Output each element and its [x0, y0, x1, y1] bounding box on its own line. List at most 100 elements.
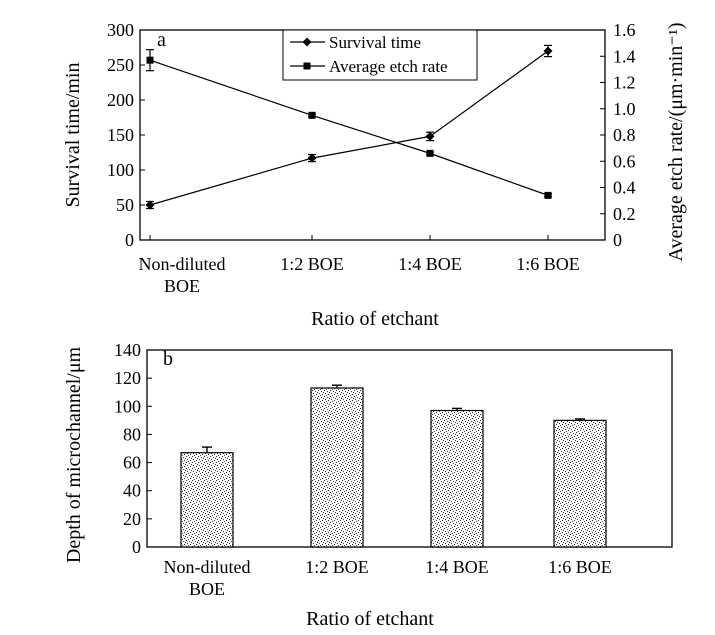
panel-a-series — [145, 44, 553, 210]
panel-b: b 0 20 40 60 80 100 120 140 Non-diluted BOE 1:2 B… — [63, 340, 673, 630]
panel-b-x-axis-label: Ratio of etchant — [306, 608, 434, 630]
panel-b-label: b — [163, 348, 173, 370]
panel-b-y-tick-label: 0 — [132, 537, 141, 557]
panel-a-left-tick-label-line: 150 — [107, 125, 134, 145]
panel-b-x-tick-label-line: 1:6 BOE — [548, 557, 612, 577]
panel-a-x-tick-label-line: Non-diluted — [139, 254, 226, 274]
data-point-etch — [544, 191, 552, 199]
legend-label-etch: Average etch rate — [329, 57, 448, 76]
panel-a-x-tick-label: 1:2 BOE — [280, 254, 344, 274]
panel-b-frame — [146, 349, 673, 548]
panel-a-right-tick-label: 1.6 — [613, 20, 636, 40]
panel-a-left-axis: 0 50 100 150 200 250 300 — [107, 20, 145, 250]
panel-b-x-tick-label-line: BOE — [189, 579, 225, 599]
panel-a-left-tick-label: 250 — [107, 55, 134, 75]
panel-a-right-tick-label-line: 0.8 — [613, 125, 636, 145]
data-point-survival — [425, 131, 435, 141]
panel-b-x-tick-label: 1:2 BOE — [305, 557, 369, 577]
panel-a-y2-axis-label: Average etch rate/(μm·min⁻¹) — [665, 22, 687, 261]
panel-a-left-tick-label: 300 — [107, 20, 134, 40]
panel-a-left-tick-label: 0 — [125, 230, 134, 250]
panel-a-left-tick-label: 150 — [107, 125, 134, 145]
panel-a-right-tick-label-line: 0.6 — [613, 151, 636, 171]
panel-b-x-tick-label-line: 1:4 BOE — [425, 557, 489, 577]
panel-a: a 0 50 100 150 200 250 300 0 0.2 0.4 0.6 0.8 1.0 1.2… — [62, 20, 687, 330]
data-point-etch — [426, 149, 434, 157]
panel-a-left-tick-label: 50 — [116, 195, 134, 215]
series-line-etch — [149, 59, 549, 196]
panel-b-x-tick-label-line: Non-diluted — [164, 557, 251, 577]
panel-a-x-axis: Non-diluted BOE 1:2 BOE 1:4 BOE 1:6 BOE — [139, 235, 580, 296]
panel-b-y-tick-label-line: 120 — [114, 368, 141, 388]
panel-b-y-tick-label: 120 — [114, 368, 141, 388]
panel-a-right-tick-label: 0.8 — [613, 125, 636, 145]
panel-a-left-tick-label: 200 — [107, 90, 134, 110]
panel-b-y-axis: 0 20 40 60 80 100 120 140 — [114, 340, 152, 557]
panel-a-x-tick-label-line: 1:2 BOE — [280, 254, 344, 274]
panel-a-x-tick-label: Non-diluted BOE — [139, 254, 226, 296]
panel-a-x-tick-label: 1:6 BOE — [516, 254, 580, 274]
panel-b-y-tick-label-line: 60 — [123, 453, 141, 473]
panel-b-y-tick-label-line: 100 — [114, 396, 141, 416]
panel-b-y-tick-label-line: 40 — [123, 481, 141, 501]
panel-a-right-tick-label-line: 1.0 — [613, 99, 636, 119]
panel-b-y-tick-label: 100 — [114, 396, 141, 416]
panel-a-left-tick-label-line: 250 — [107, 55, 134, 75]
panel-a-left-tick-label-line: 200 — [107, 90, 134, 110]
data-point-survival — [145, 200, 155, 210]
panel-a-right-tick-label-line: 0.2 — [613, 204, 636, 224]
panel-a-right-tick-label: 0.2 — [613, 204, 636, 224]
panel-a-y-axis-label: Survival time/min — [62, 63, 84, 208]
panel-b-y-tick-label-line: 0 — [132, 537, 141, 557]
data-point-etch — [308, 111, 316, 119]
panel-b-y-tick-label-line: 140 — [114, 340, 141, 360]
panel-a-right-tick-label: 1.2 — [613, 73, 636, 93]
panel-b-x-tick-label: 1:4 BOE — [425, 557, 489, 577]
legend-marker-survival — [302, 37, 312, 47]
panel-a-right-axis: 0 0.2 0.4 0.6 0.8 1.0 1.2 1.4 1.6 — [600, 20, 636, 250]
legend-marker-etch — [303, 62, 311, 70]
panel-b-x-tick-label-line: 1:2 BOE — [305, 557, 369, 577]
panel-a-right-tick-label: 1.0 — [613, 99, 636, 119]
panel-a-right-tick-label-line: 1.4 — [613, 46, 636, 66]
panel-b-y-tick-label: 140 — [114, 340, 141, 360]
data-point-survival — [307, 153, 317, 163]
bar — [430, 409, 484, 548]
data-point-survival — [543, 46, 553, 56]
panel-a-x-tick-label-line: 1:4 BOE — [398, 254, 462, 274]
panel-b-y-tick-label: 20 — [123, 509, 141, 529]
panel-a-x-tick-label-line: 1:6 BOE — [516, 254, 580, 274]
panel-a-right-tick-label: 0.6 — [613, 151, 636, 171]
panel-a-left-tick-label-line: 50 — [116, 195, 134, 215]
panel-b-y-axis-label: Depth of microchannel/μm — [63, 346, 85, 563]
panel-a-right-tick-label-line: 1.6 — [613, 20, 636, 40]
panel-a-right-tick-label-line: 1.2 — [613, 73, 636, 93]
bar — [310, 387, 364, 548]
data-point-etch — [146, 56, 154, 64]
panel-a-right-tick-label: 1.4 — [613, 46, 636, 66]
panel-b-y-tick-label-line: 80 — [123, 424, 141, 444]
panel-b-y-tick-label: 80 — [123, 424, 141, 444]
panel-b-y-tick-label: 40 — [123, 481, 141, 501]
panel-b-bars — [180, 384, 607, 548]
panel-b-x-tick-label: 1:6 BOE — [548, 557, 612, 577]
panel-a-label: a — [157, 29, 166, 51]
legend: Survival time Average etch rate — [282, 29, 478, 81]
panel-a-x-tick-label: 1:4 BOE — [398, 254, 462, 274]
panel-a-x-axis-label: Ratio of etchant — [311, 308, 439, 330]
panel-a-right-tick-label-line: 0 — [613, 230, 622, 250]
panel-a-left-tick-label-line: 100 — [107, 160, 134, 180]
panel-a-left-tick-label: 100 — [107, 160, 134, 180]
legend-label-survival: Survival time — [329, 33, 421, 52]
bar — [553, 419, 607, 548]
series-line-survival — [149, 50, 549, 206]
panel-b-y-tick-label: 60 — [123, 453, 141, 473]
panel-b-x-tick-label: Non-diluted BOE — [164, 557, 251, 599]
panel-a-left-tick-label-line: 300 — [107, 20, 134, 40]
bar — [180, 452, 234, 548]
panel-a-right-tick-label: 0 — [613, 230, 622, 250]
panel-a-right-tick-label: 0.4 — [613, 178, 636, 198]
panel-b-x-axis: Non-diluted BOE 1:2 BOE 1:4 BOE 1:6 BOE — [164, 557, 612, 599]
panel-b-y-tick-label-line: 20 — [123, 509, 141, 529]
